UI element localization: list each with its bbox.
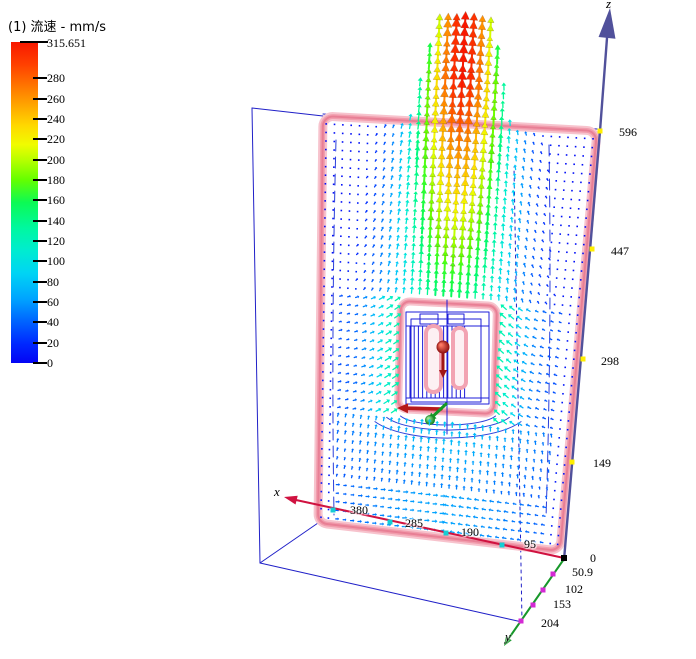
legend-tick-mark bbox=[33, 341, 47, 344]
legend-tick-label: 100 bbox=[47, 254, 65, 269]
legend-tick-mark bbox=[33, 138, 47, 141]
x-axis-tick-label: 380 bbox=[350, 503, 368, 517]
legend-tick-mark bbox=[33, 158, 47, 161]
z-axis-tick-label: 149 bbox=[593, 456, 611, 470]
legend-tick-mark bbox=[33, 321, 47, 324]
legend-tick-label: 280 bbox=[47, 71, 65, 86]
y-axis-tick-label: 102 bbox=[565, 582, 583, 596]
z-axis-tick-label: 447 bbox=[611, 244, 629, 258]
legend-tick-label: 80 bbox=[47, 274, 59, 289]
legend-tick-mark bbox=[33, 77, 47, 80]
legend-tick-mark bbox=[33, 97, 47, 100]
legend-colorbar bbox=[11, 42, 38, 363]
legend-tick-label: 140 bbox=[47, 213, 65, 228]
legend-tick-mark bbox=[33, 178, 47, 181]
y-axis-tick-label: 204 bbox=[541, 616, 559, 630]
legend-tick-label: 160 bbox=[47, 193, 65, 208]
legend-tick-mark bbox=[33, 260, 47, 263]
z-axis-tick-label: 0 bbox=[590, 551, 596, 565]
legend-tick-mark bbox=[33, 219, 47, 222]
x-axis-tick-label: 285 bbox=[405, 516, 423, 530]
legend-tick-label: 60 bbox=[47, 294, 59, 309]
legend-title: (1) 流速 - mm/s bbox=[8, 20, 106, 35]
legend-tick-label: 220 bbox=[47, 132, 65, 147]
legend-tick-label: 0 bbox=[47, 356, 53, 370]
x-axis-tick-label: 190 bbox=[461, 525, 479, 539]
legend-tick-label: 120 bbox=[47, 233, 65, 248]
legend-tick-mark bbox=[33, 300, 47, 303]
z-axis-tick-label: 596 bbox=[619, 125, 637, 139]
y-axis-tick-label: 153 bbox=[553, 597, 571, 611]
y-axis-tick-label: 50.9 bbox=[572, 565, 593, 579]
y-axis-label: y bbox=[505, 629, 511, 644]
legend-tick-label: 260 bbox=[47, 91, 65, 106]
legend-tick-label: 200 bbox=[47, 152, 65, 167]
legend-tick-mark bbox=[33, 280, 47, 283]
x-axis-label: x bbox=[274, 484, 280, 499]
legend-tick-label: 180 bbox=[47, 172, 65, 187]
legend-tick-mark bbox=[33, 239, 47, 242]
legend-tick-mark bbox=[33, 199, 47, 202]
legend-tick-mark bbox=[20, 41, 48, 43]
legend-tick-label: 20 bbox=[47, 335, 59, 350]
legend-max-value: 315.651 bbox=[47, 36, 86, 50]
legend-tick-mark bbox=[33, 117, 47, 120]
z-axis-label: z bbox=[606, 0, 612, 11]
z-axis-tick-label: 298 bbox=[601, 354, 619, 368]
legend-tick-label: 40 bbox=[47, 315, 59, 330]
x-axis-tick-label: 95 bbox=[524, 537, 536, 551]
legend-tick-label: 240 bbox=[47, 111, 65, 126]
legend-tick-mark bbox=[33, 362, 47, 364]
